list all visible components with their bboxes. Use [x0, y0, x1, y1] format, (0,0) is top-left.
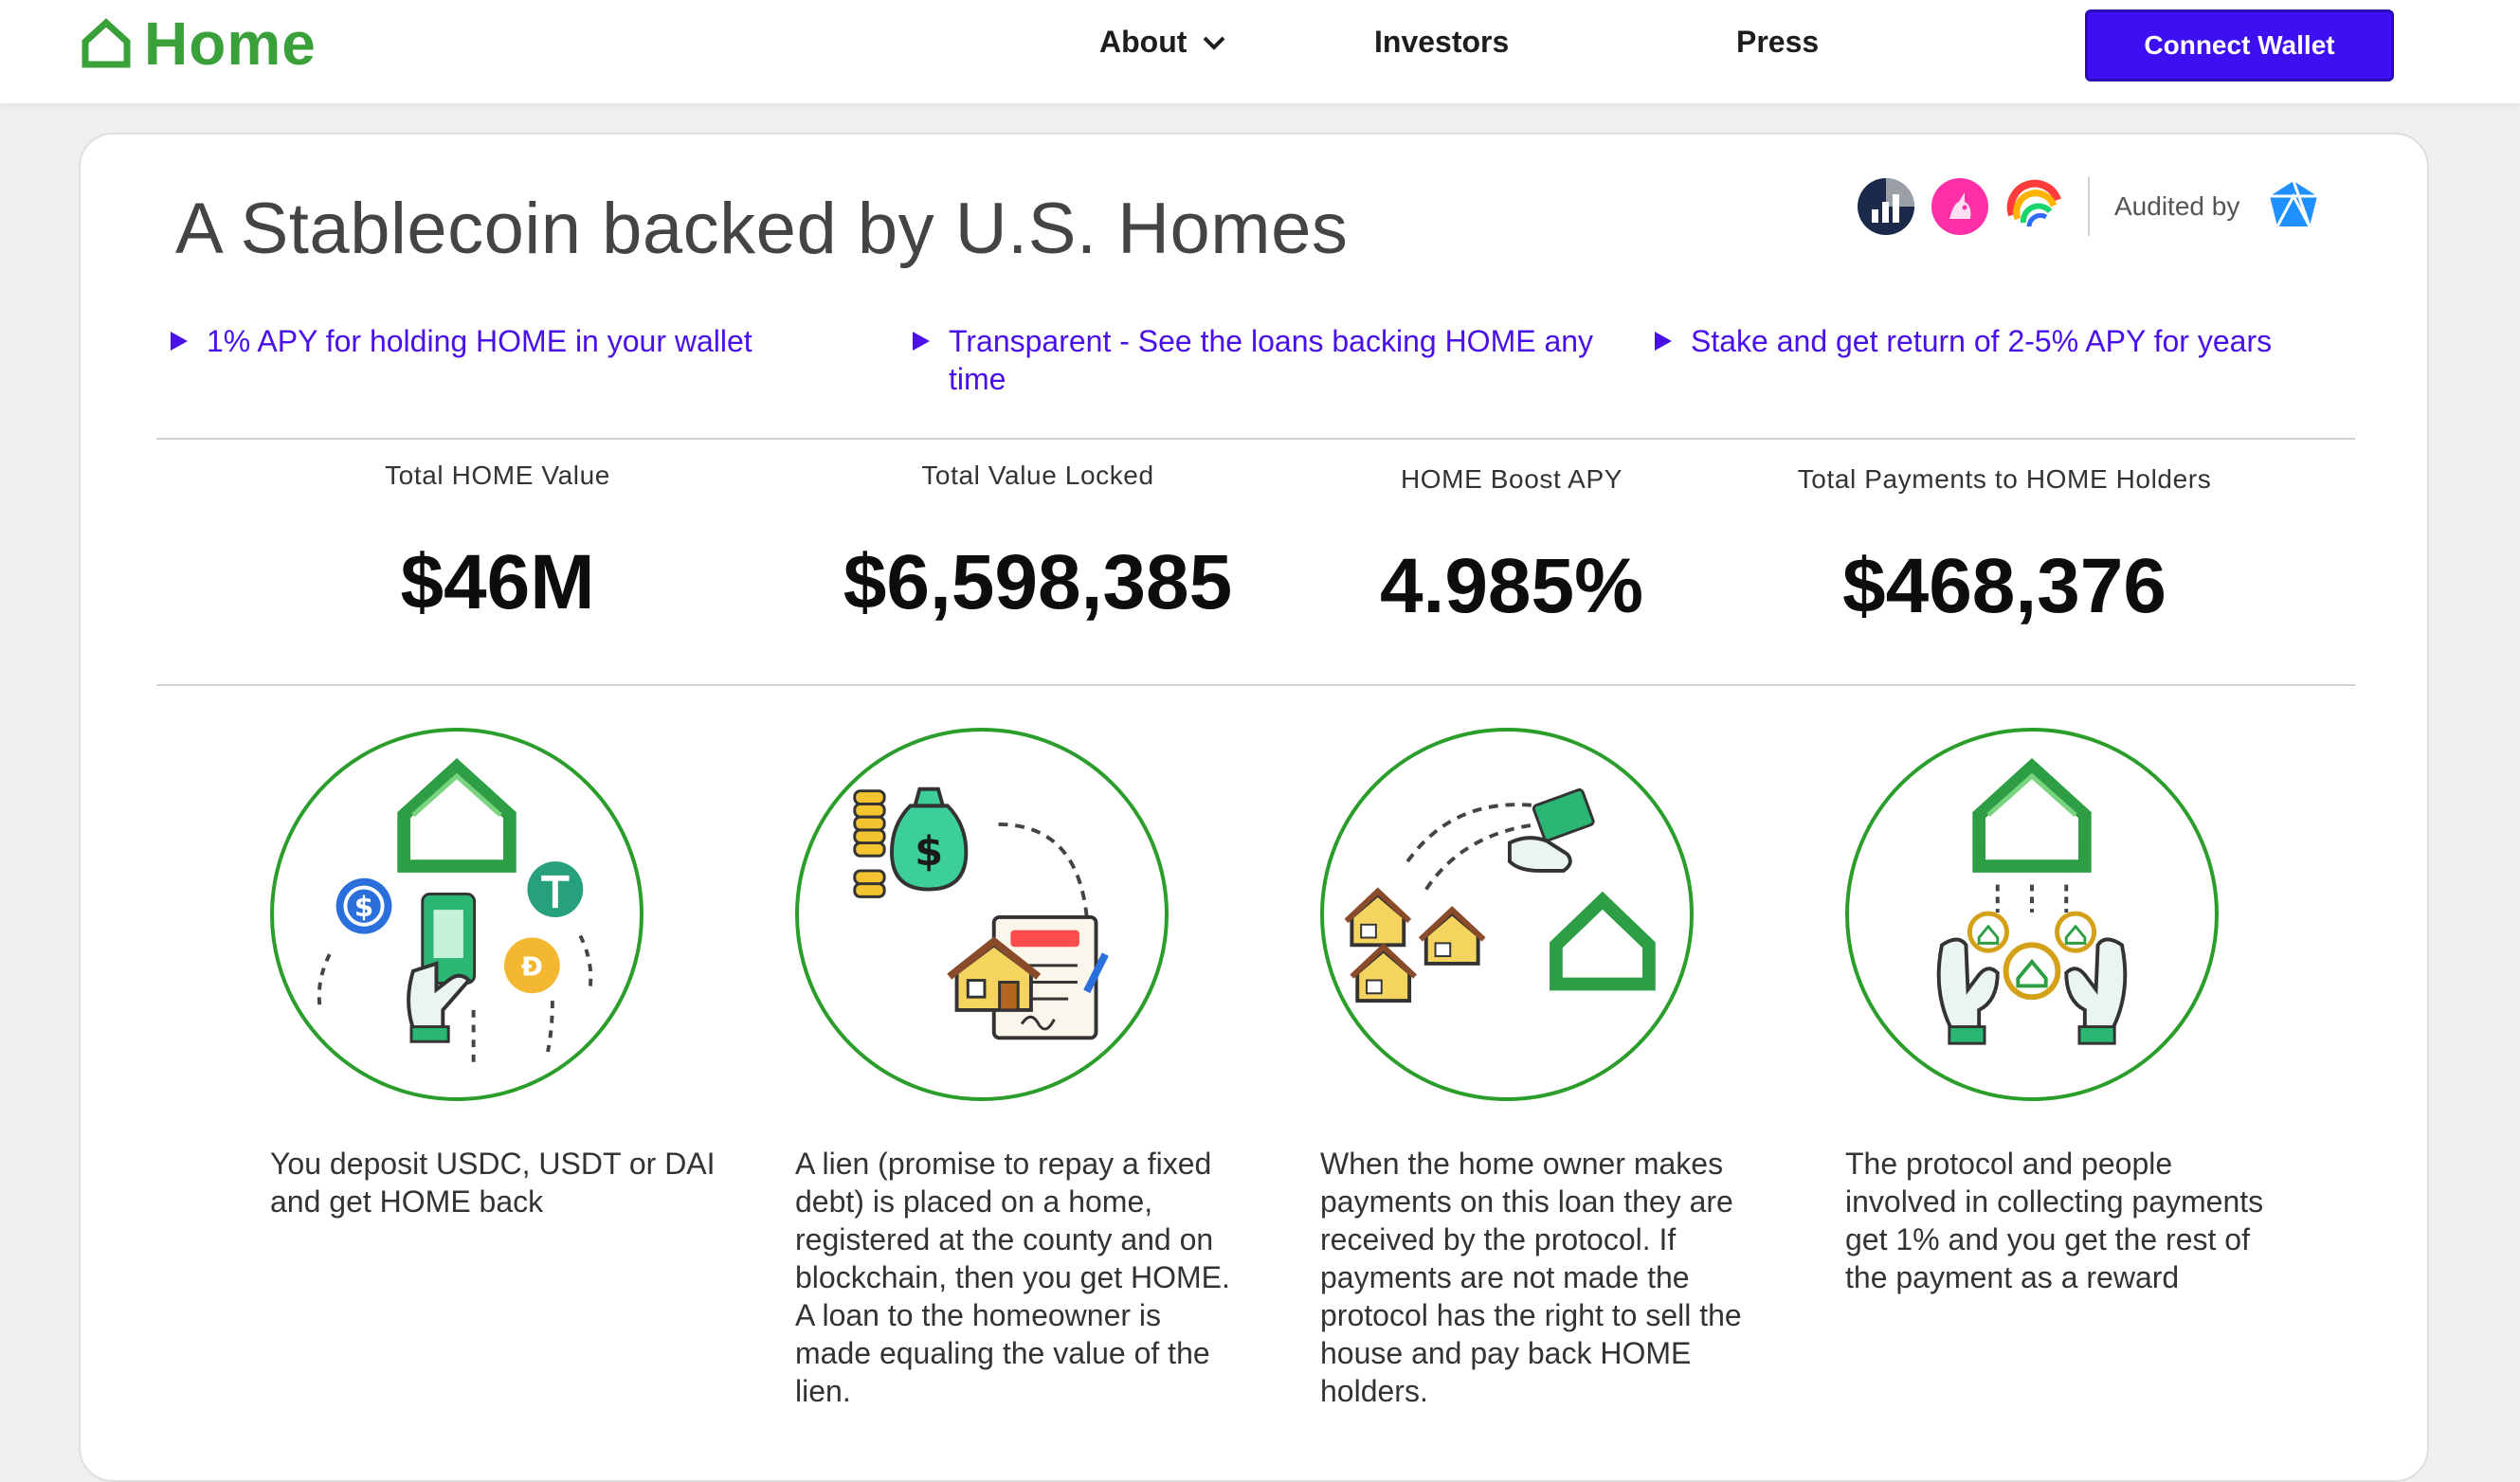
logo-text: Home [144, 9, 317, 78]
stat-home-boost-apy: HOME Boost APY 4.985% [1351, 464, 1673, 631]
feature-item: Stake and get return of 2-5% APY for yea… [1655, 322, 2375, 360]
step-description: When the home owner makes payments on th… [1320, 1147, 1742, 1408]
house-logo-icon [82, 18, 131, 68]
auditor-logo-icon[interactable] [2264, 177, 2323, 236]
nav-about-label: About [1099, 25, 1187, 59]
page-title: A Stablecoin backed by U.S. Homes [175, 189, 1349, 269]
divider [156, 438, 2355, 440]
triangle-bullet-icon [1655, 332, 1672, 351]
partner-logos: Audited by [1857, 169, 2338, 244]
triangle-bullet-icon [913, 332, 930, 351]
deposit-coins-icon: $ Đ [317, 757, 593, 1066]
stat-value: $468,376 [1841, 543, 2166, 629]
stat-label: Total Payments to HOME Holders [1797, 464, 2212, 494]
svg-text:Đ: Đ [521, 953, 543, 983]
stat-total-home-value: Total HOME Value $46M [355, 461, 640, 627]
stat-value: $6,598,385 [843, 539, 1233, 625]
feature-list: 1% APY for holding HOME in your wallet T… [171, 322, 2350, 407]
payment-houses-icon [1344, 788, 1656, 1003]
stat-total-value-locked: Total Value Locked $6,598,385 [810, 461, 1265, 627]
unicorn-logo-icon[interactable] [1931, 177, 1989, 236]
step-description: The protocol and people involved in coll… [1845, 1147, 2264, 1294]
step-lien-illustration: $ [795, 728, 1169, 1101]
stat-label: HOME Boost APY [1400, 464, 1623, 494]
chevron-down-icon [1203, 36, 1225, 50]
lien-document-icon: $ [853, 786, 1109, 1040]
step-reward-illustration [1845, 728, 2219, 1101]
feature-text: 1% APY for holding HOME in your wallet [207, 324, 752, 358]
svg-text:$: $ [354, 891, 373, 923]
stat-total-payments: Total Payments to HOME Holders $468,376 [1768, 464, 2241, 631]
nav-investors[interactable]: Investors [1374, 25, 1510, 59]
reward-hands-icon [1936, 757, 2128, 1045]
feature-text: Stake and get return of 2-5% APY for yea… [1691, 324, 2273, 358]
divider [156, 684, 2355, 686]
stat-value: 4.985% [1379, 543, 1644, 629]
connect-wallet-button[interactable]: Connect Wallet [2085, 9, 2394, 81]
step-payments-illustration [1320, 728, 1694, 1101]
nav-about[interactable]: About [1099, 25, 1226, 60]
stat-label: Total HOME Value [385, 461, 610, 490]
top-navbar: Home About Investors Press Connect Walle… [0, 0, 2520, 103]
step-description: You deposit USDC, USDT or DAI and get HO… [270, 1147, 716, 1219]
step-deposit-illustration: $ Đ [270, 728, 644, 1101]
svg-text:$: $ [915, 828, 943, 876]
audited-by-label: Audited by [2114, 191, 2240, 221]
rainbow-logo-icon[interactable] [2004, 177, 2063, 236]
main-card: A Stablecoin backed by U.S. Homes Audite… [79, 133, 2429, 1482]
stat-label: Total Value Locked [921, 461, 1154, 490]
bar-chart-logo-icon[interactable] [1857, 177, 1915, 236]
triangle-bullet-icon [171, 332, 188, 351]
stat-value: $46M [400, 539, 595, 625]
home-logo[interactable]: Home [80, 13, 317, 74]
feature-item: Transparent - See the loans backing HOME… [913, 322, 1595, 398]
feature-item: 1% APY for holding HOME in your wallet [171, 322, 891, 360]
feature-text: Transparent - See the loans backing HOME… [949, 324, 1594, 396]
step-description: A lien (promise to repay a fixed debt) i… [795, 1147, 1230, 1408]
partners-divider [2088, 177, 2090, 236]
nav-press[interactable]: Press [1736, 25, 1820, 59]
